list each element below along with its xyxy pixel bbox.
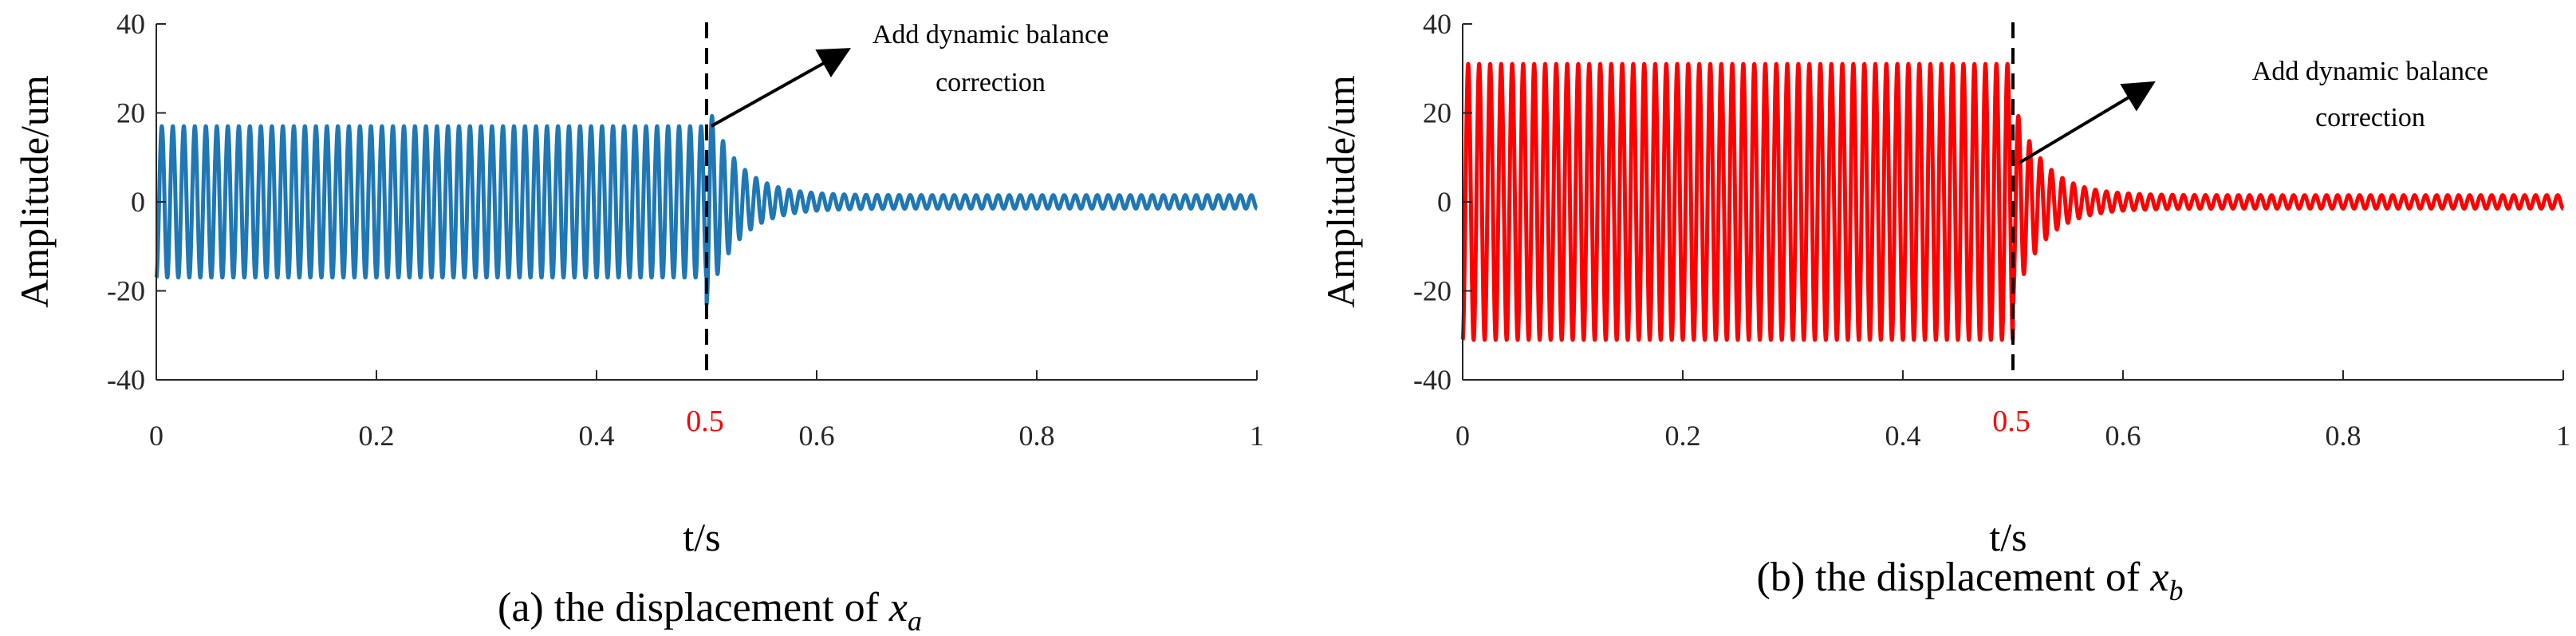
panel-b-xtick-label: 0 xyxy=(1455,420,1470,452)
panel-b-ytick-label: -40 xyxy=(1413,364,1451,396)
panel-a-ytick-label: 20 xyxy=(116,97,145,129)
panel-b-xtick-label: 0.8 xyxy=(2326,420,2361,452)
panel-a-xtick-label: 0.2 xyxy=(359,420,395,452)
panel-b-xtick-label: 0.6 xyxy=(2105,420,2141,452)
panel-a-ytick-label: 0 xyxy=(131,186,145,218)
panel-b-xtick-label: 0.4 xyxy=(1885,420,1921,452)
panel-a-xtick-label: 0.8 xyxy=(1019,420,1055,452)
panel-b-annotation-line1: Add dynamic balance xyxy=(2252,57,2488,86)
panel-b-xtick-label: 1 xyxy=(2556,420,2570,452)
panel-b-ytick-label: 0 xyxy=(1437,186,1451,218)
panel-b: 0 0.2 0.4 0.6 0.8 1 40 20 0 -20 -40 Amplitude/um t… xyxy=(1318,8,2570,606)
panel-b-ytick-label: 20 xyxy=(1423,97,1451,129)
panel-b-xtick-label: 0.2 xyxy=(1665,420,1701,452)
panel-a-caption-sub: a xyxy=(908,605,922,636)
panel-a-xtick-label: 0.6 xyxy=(799,420,835,452)
panel-a-ytick-label: 40 xyxy=(116,8,145,40)
panel-a-xtick-label: 0 xyxy=(149,420,163,452)
panel-b-ylabel: Amplitude/um xyxy=(1318,75,1363,308)
panel-b-marker-label: 0.5 xyxy=(1992,405,2030,438)
panel-a: 0 0.2 0.4 0.6 0.8 1 40 20 0 -20 -40 Amplitude/um t… xyxy=(12,8,1264,636)
panel-a-ytick-label: -20 xyxy=(107,275,145,307)
panel-a-caption-var: x xyxy=(888,585,908,630)
panel-b-ytick-label: 40 xyxy=(1423,8,1451,40)
panel-b-ytick-label: -20 xyxy=(1413,275,1451,307)
panel-a-ylabel: Amplitude/um xyxy=(12,75,57,308)
panel-b-annotation-line2: correction xyxy=(2315,103,2425,132)
panel-a-axes: 0 0.2 0.4 0.6 0.8 1 40 20 0 -20 -40 xyxy=(107,8,1264,452)
panel-b-caption-sub: b xyxy=(2168,575,2183,606)
panel-b-xlabel: t/s xyxy=(1989,515,2027,559)
panel-a-xtick-label: 1 xyxy=(1250,420,1264,452)
panel-a-caption-prefix: (a) the displacement of xyxy=(498,585,889,630)
panel-b-caption-var: x xyxy=(2149,555,2168,600)
panel-a-ytick-label: -40 xyxy=(107,364,145,396)
panel-b-caption-prefix: (b) the displacement of xyxy=(1757,555,2151,600)
panel-b-caption: (b) the displacement of xb xyxy=(1757,555,2184,606)
panel-b-axes: 0 0.2 0.4 0.6 0.8 1 40 20 0 -20 -40 xyxy=(1413,8,2570,452)
panel-a-xlabel: t/s xyxy=(683,515,720,559)
panel-a-xtick-label: 0.4 xyxy=(579,420,615,452)
panel-b-annotation-arrow xyxy=(2018,81,2156,164)
panel-a-annotation-arrow xyxy=(711,48,851,128)
panel-a-annotation-line1: Add dynamic balance xyxy=(872,20,1109,49)
panel-a-marker-label: 0.5 xyxy=(686,405,724,438)
panel-a-annotation-line2: correction xyxy=(935,68,1046,97)
panel-a-caption: (a) the displacement of xa xyxy=(498,585,922,636)
